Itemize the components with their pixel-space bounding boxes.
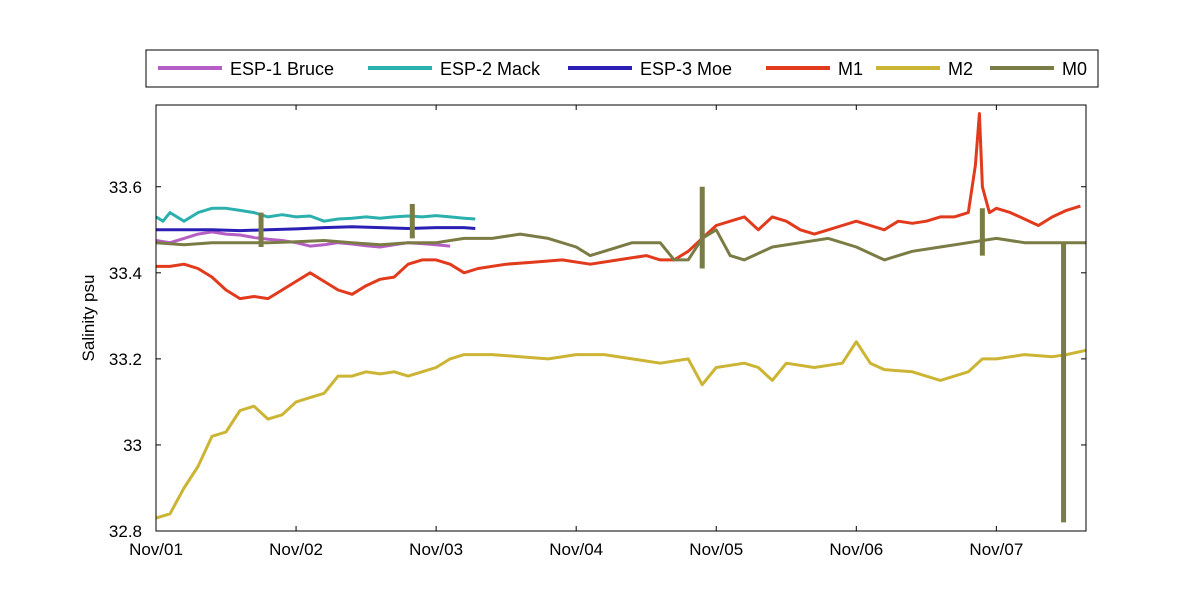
x-tick-label: Nov/01 <box>129 540 183 559</box>
x-tick-label: Nov/03 <box>409 540 463 559</box>
x-tick-label: Nov/02 <box>269 540 323 559</box>
y-axis: 32.8 33 33.2 33.4 33.6 <box>109 178 1086 541</box>
legend-label-esp-1-bruce: ESP-1 Bruce <box>230 59 334 79</box>
x-tick-label: Nov/06 <box>829 540 883 559</box>
legend-label-m1: M1 <box>838 59 863 79</box>
series-line-esp-2-mack <box>155 206 476 223</box>
legend: ESP-1 Bruce ESP-2 Mack ESP-3 Moe M1 M2 M0 <box>145 49 1099 88</box>
x-tick-label: Nov/05 <box>689 540 743 559</box>
y-tick-label: 33.2 <box>109 350 142 369</box>
x-axis: Nov/01 Nov/02 Nov/03 Nov/04 Nov/05 Nov/06 Nov/… <box>129 105 1023 559</box>
y-tick-label: 32.8 <box>109 522 142 541</box>
y-tick-label: 33 <box>123 436 142 455</box>
y-tick-label: 33.4 <box>109 264 142 283</box>
y-tick-label: 33.6 <box>109 178 142 197</box>
x-tick-label: Nov/07 <box>969 540 1023 559</box>
series-line-m0 <box>155 228 1086 262</box>
legend-label-esp-2-mack: ESP-2 Mack <box>440 59 541 79</box>
series-line-m1 <box>156 112 1081 301</box>
legend-label-m0: M0 <box>1062 59 1087 79</box>
x-tick-label: Nov/04 <box>549 540 603 559</box>
plot-frame <box>155 104 1087 532</box>
series-line-esp-3-moe <box>156 225 476 233</box>
y-axis-label: Salinity psu <box>79 275 98 362</box>
series-layer <box>155 112 1087 523</box>
series-line-m2 <box>155 340 1087 520</box>
legend-label-esp-3-moe: ESP-3 Moe <box>640 59 732 79</box>
legend-label-m2: M2 <box>948 59 973 79</box>
